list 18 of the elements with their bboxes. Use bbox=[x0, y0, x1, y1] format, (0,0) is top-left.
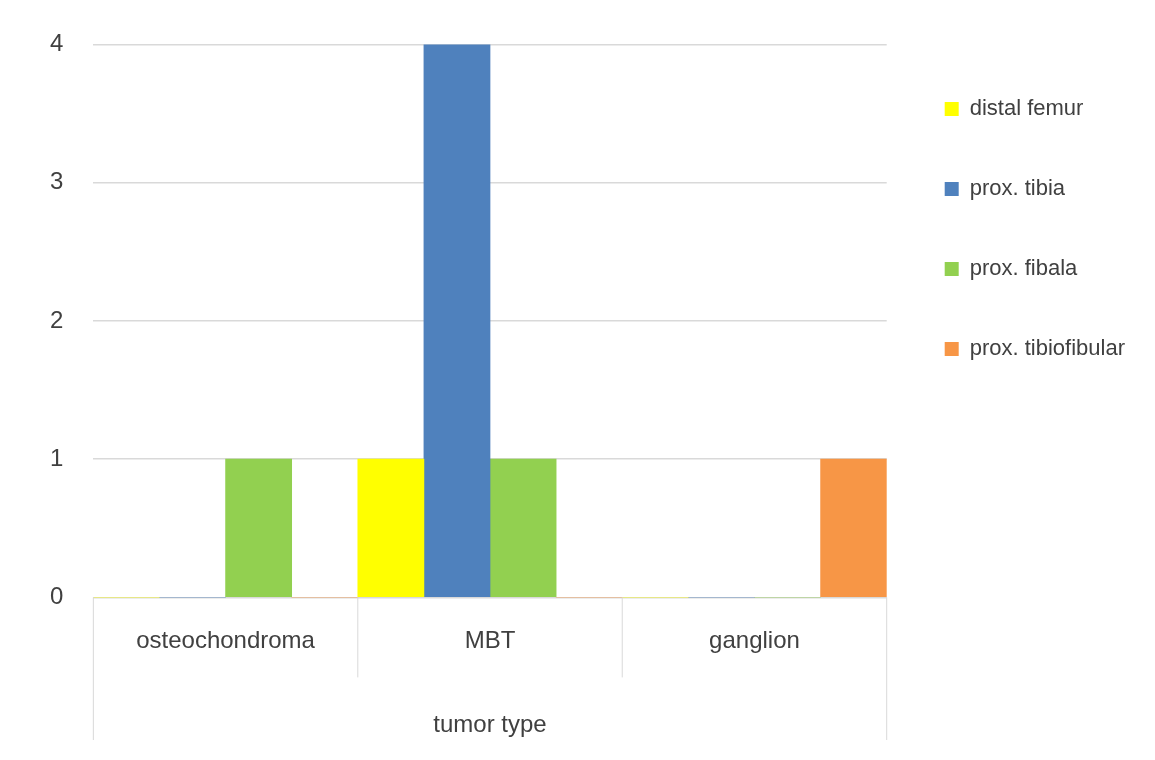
bar bbox=[423, 44, 491, 597]
x-tick-label: osteochondroma bbox=[136, 626, 316, 654]
legend-label: prox. fibala bbox=[969, 255, 1079, 281]
y-tick-label: 1 bbox=[49, 443, 64, 471]
bar bbox=[820, 458, 887, 597]
x-axis-title: tumor type bbox=[433, 710, 547, 738]
legend-label: distal femur bbox=[969, 95, 1084, 121]
x-tick-label: MBT bbox=[464, 626, 516, 654]
y-tick-label: 2 bbox=[49, 305, 64, 333]
legend-label: prox. tibia bbox=[969, 175, 1066, 201]
y-tick-label: 3 bbox=[49, 167, 64, 195]
bar bbox=[225, 458, 293, 597]
x-tick-label: ganglion bbox=[709, 626, 800, 654]
bar bbox=[489, 458, 557, 597]
y-tick-label: 0 bbox=[49, 582, 64, 610]
y-tick-label: 4 bbox=[49, 29, 64, 57]
legend-label: prox. tibiofibular bbox=[969, 335, 1126, 361]
bar bbox=[357, 458, 425, 597]
